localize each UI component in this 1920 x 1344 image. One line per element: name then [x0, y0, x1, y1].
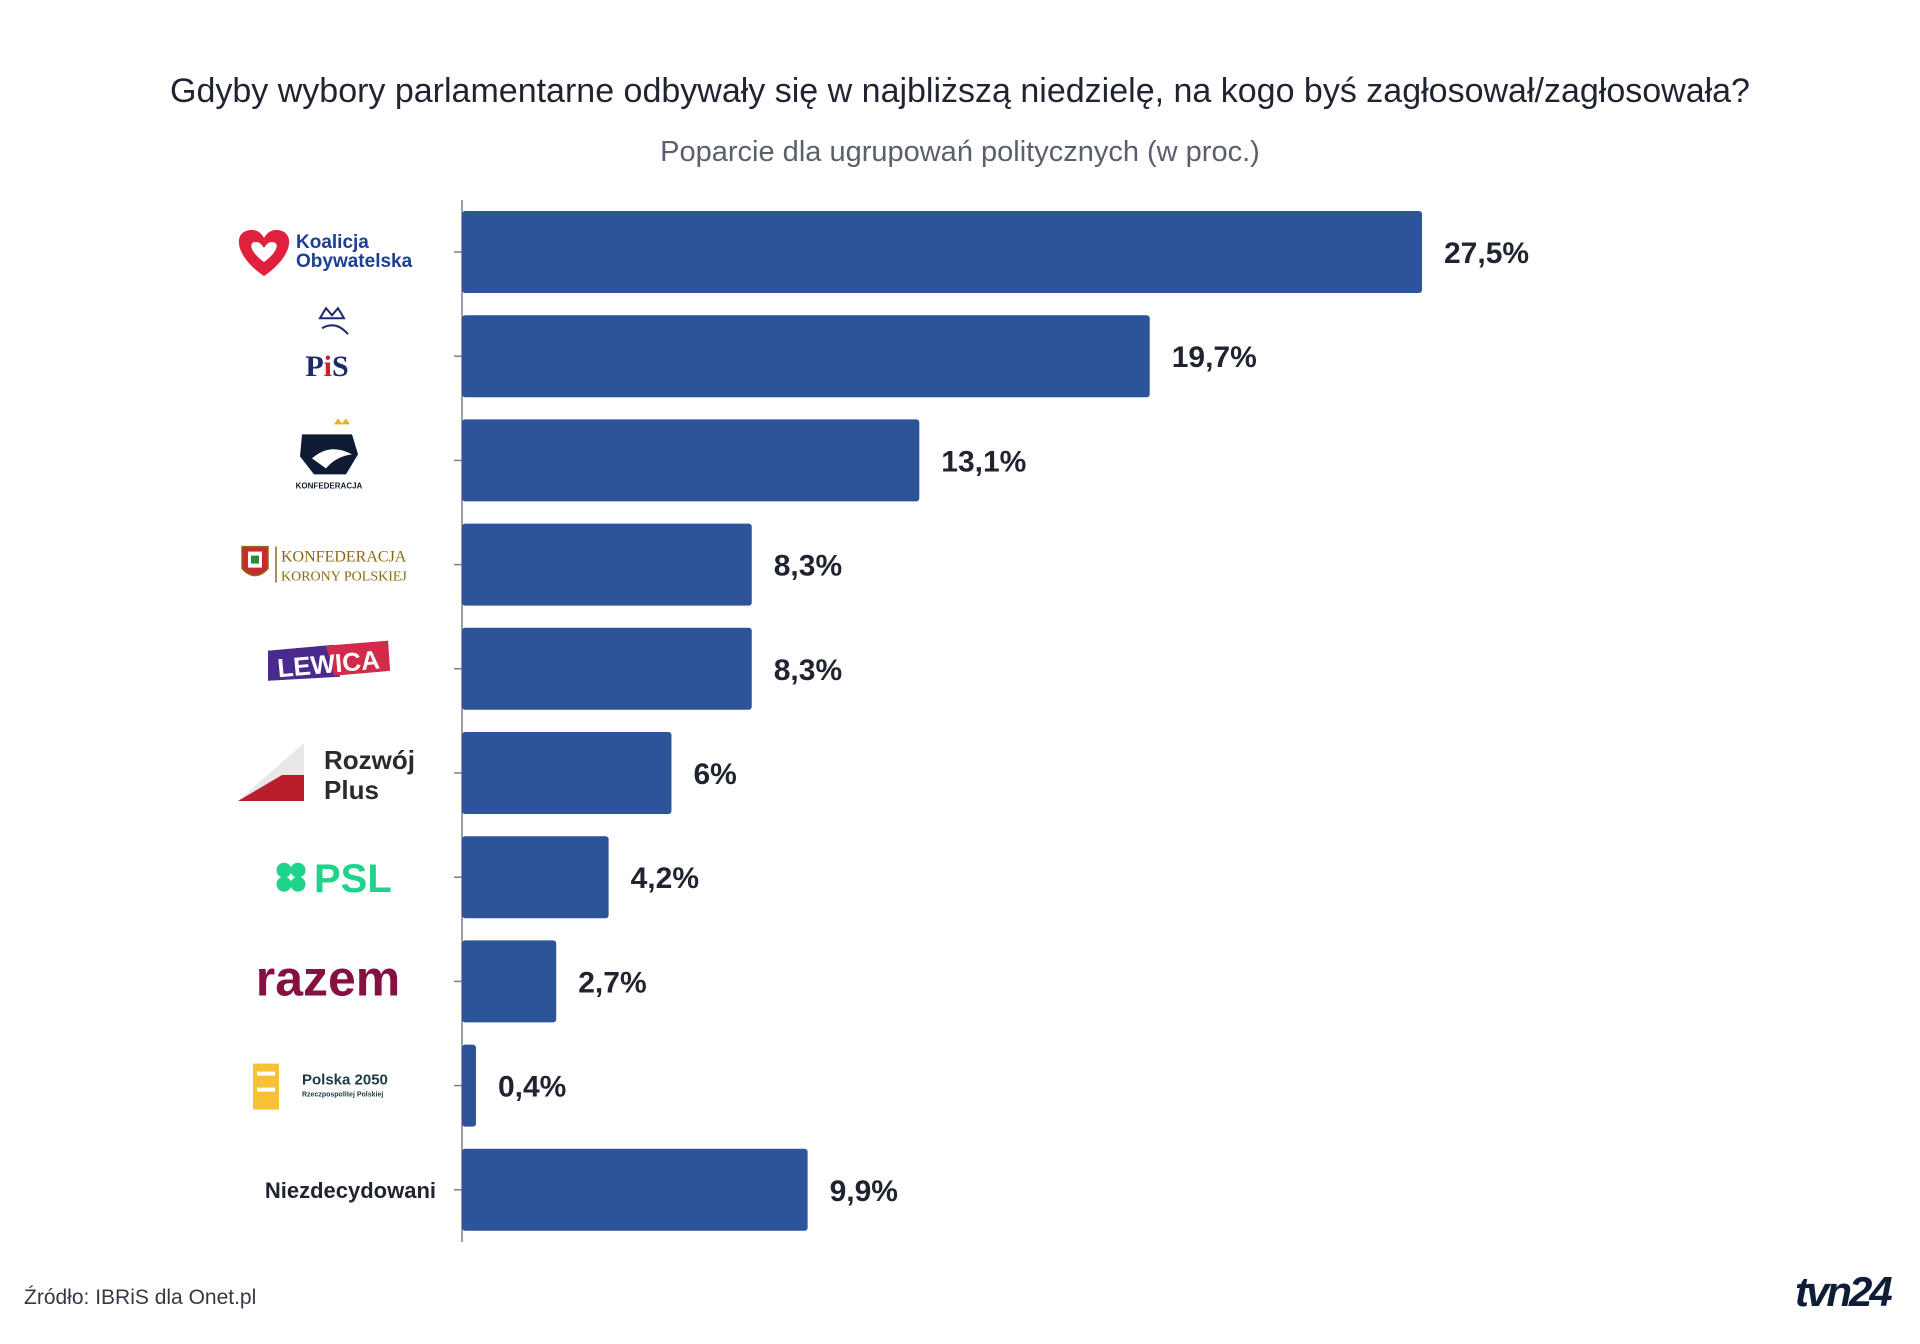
logo-text-line: Rozwój [324, 745, 415, 775]
value-label-9: 0,4% [498, 1071, 566, 1104]
value-label-2: 19,7% [1172, 341, 1257, 374]
source-note: Źródło: IBRiS dla Onet.pl [24, 1286, 257, 1309]
logo-text-line: razem [256, 950, 401, 1006]
bar-5 [462, 627, 752, 710]
value-label-3: 13,1% [941, 445, 1026, 478]
value-label-10: 9,9% [830, 1175, 898, 1208]
logo-text-line: PSL [314, 857, 392, 901]
clover-leaf [276, 862, 292, 878]
banner-logo: LEWICA [268, 640, 390, 683]
logo-text-line: Polska 2050 [302, 1072, 388, 1089]
logo-text-line: Plus [324, 775, 379, 805]
bar-8 [462, 940, 557, 1023]
bar-9 [462, 1044, 476, 1127]
logo-text-line: KONFEDERACJA [281, 549, 407, 566]
value-label-4: 8,3% [774, 550, 842, 583]
chart-subtitle: Poparcie dla ugrupowań politycznych (w p… [660, 136, 1260, 168]
value-label-8: 2,7% [578, 966, 646, 999]
logo-text-line: KORONY POLSKIEJ [281, 570, 407, 585]
value-label-5: 8,3% [774, 654, 842, 687]
logo-text-line: PiS [305, 350, 348, 383]
category-label-niezdecydowani: Niezdecydowani [265, 1178, 436, 1203]
clover-leaf [290, 876, 306, 892]
logo-text-line: Rzeczpospolitej Polskiej [302, 1092, 383, 1099]
2050-badge [253, 1063, 279, 1110]
bar-10 [462, 1148, 808, 1231]
brand-logo: tvn24 [1795, 1268, 1893, 1315]
chart-title: Gdyby wybory parlamentarne odbywały się … [170, 72, 1750, 110]
bar-2 [462, 315, 1150, 398]
bar-1 [462, 211, 1422, 293]
wordmark-logo: razem [256, 950, 401, 1006]
coat-of-arms-logo: KONFEDERACJA KORONY POLSKIEJ [241, 545, 407, 585]
bar-7 [462, 836, 609, 919]
value-label-7: 4,2% [631, 862, 699, 895]
clover-leaf [276, 876, 292, 892]
bar-3 [462, 419, 920, 502]
crown-icon [318, 306, 346, 320]
logo-text-line: Obywatelska [296, 251, 413, 272]
bar-6 [462, 732, 672, 814]
value-label-6: 6% [693, 758, 736, 791]
2050-logo: Polska 2050 Rzeczpospolitej Polskiej [253, 1063, 388, 1110]
logo-text-line: Koalicja [296, 232, 369, 253]
bar-4 [462, 523, 752, 606]
clover-logo: PSL [276, 857, 392, 901]
clover-leaf [290, 862, 306, 878]
crown-logo: PiS [305, 306, 349, 383]
logo-text-line: KONFEDERACJA [296, 481, 363, 490]
eagle-logo: KONFEDERACJA [296, 418, 363, 490]
value-label-1: 27,5% [1444, 237, 1529, 270]
